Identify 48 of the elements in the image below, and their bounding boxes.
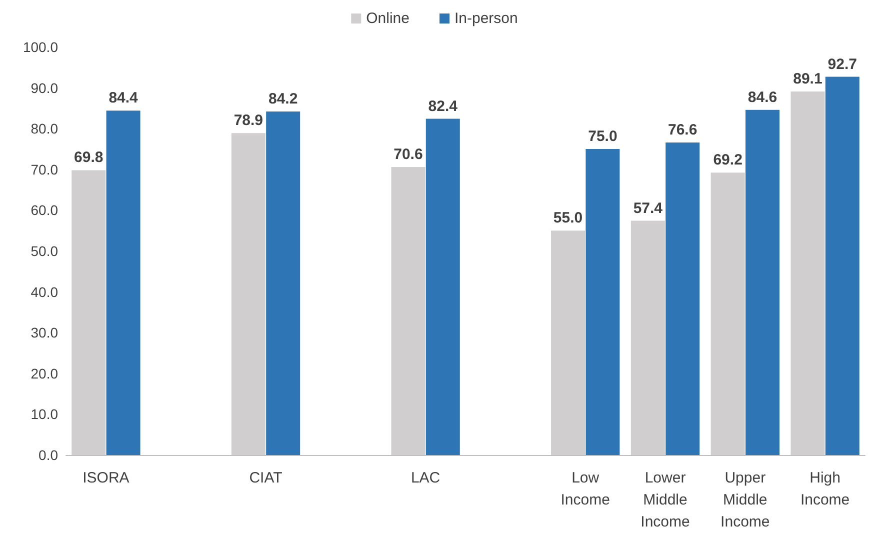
- bar: [586, 149, 620, 455]
- y-tick-label: 50.0: [30, 243, 58, 259]
- bar: [710, 172, 745, 455]
- data-label: 75.0: [588, 128, 618, 145]
- data-label: 69.8: [74, 149, 104, 166]
- data-label: 84.4: [108, 90, 139, 107]
- y-tick-label: 10.0: [30, 406, 58, 422]
- data-label: 78.9: [234, 112, 264, 130]
- data-label: 92.7: [828, 56, 857, 73]
- bar: [790, 91, 825, 455]
- y-tick-label: 90.0: [30, 80, 58, 96]
- x-tick-label: Lower Middle Income: [640, 470, 690, 530]
- data-label: 84.6: [748, 88, 778, 106]
- bar: [106, 110, 140, 455]
- y-tick-label: 40.0: [30, 284, 58, 300]
- y-tick-label: 60.0: [30, 202, 58, 218]
- y-tick-label: 80.0: [30, 120, 58, 137]
- data-label: 89.1: [793, 70, 822, 88]
- data-label: 57.4: [633, 200, 664, 217]
- y-tick-label: 100.0: [22, 39, 58, 55]
- x-tick-label: LAC: [410, 470, 440, 486]
- bar: [825, 76, 860, 455]
- data-label: 69.2: [713, 152, 742, 169]
- y-tick-label: 70.0: [30, 161, 58, 178]
- bar: [426, 118, 460, 455]
- y-tick-label: 20.0: [30, 365, 58, 382]
- data-label: 76.6: [668, 121, 698, 138]
- data-label: 70.6: [394, 146, 423, 163]
- data-label: 82.4: [428, 98, 458, 115]
- bar: [745, 110, 780, 455]
- bar: [666, 142, 700, 455]
- y-tick-label: 30.0: [30, 324, 58, 341]
- legend-label: In-person: [454, 10, 518, 27]
- data-label: 55.0: [553, 210, 583, 227]
- y-tick-label: 0.0: [38, 447, 58, 463]
- legend-label: Online: [366, 10, 410, 27]
- data-label: 84.2: [268, 90, 298, 108]
- bar: [72, 170, 106, 455]
- bar: [551, 230, 586, 455]
- bar: [266, 111, 300, 455]
- x-tick-label: Upper Middle Income: [720, 470, 770, 530]
- bar: [391, 166, 426, 455]
- x-tick-label: ISORA: [82, 470, 130, 486]
- x-tick-label: Low Income: [560, 470, 610, 508]
- bar: [231, 133, 266, 455]
- bar: [630, 220, 665, 455]
- x-tick-label: CIAT: [249, 470, 282, 486]
- x-tick-label: High Income: [800, 470, 850, 508]
